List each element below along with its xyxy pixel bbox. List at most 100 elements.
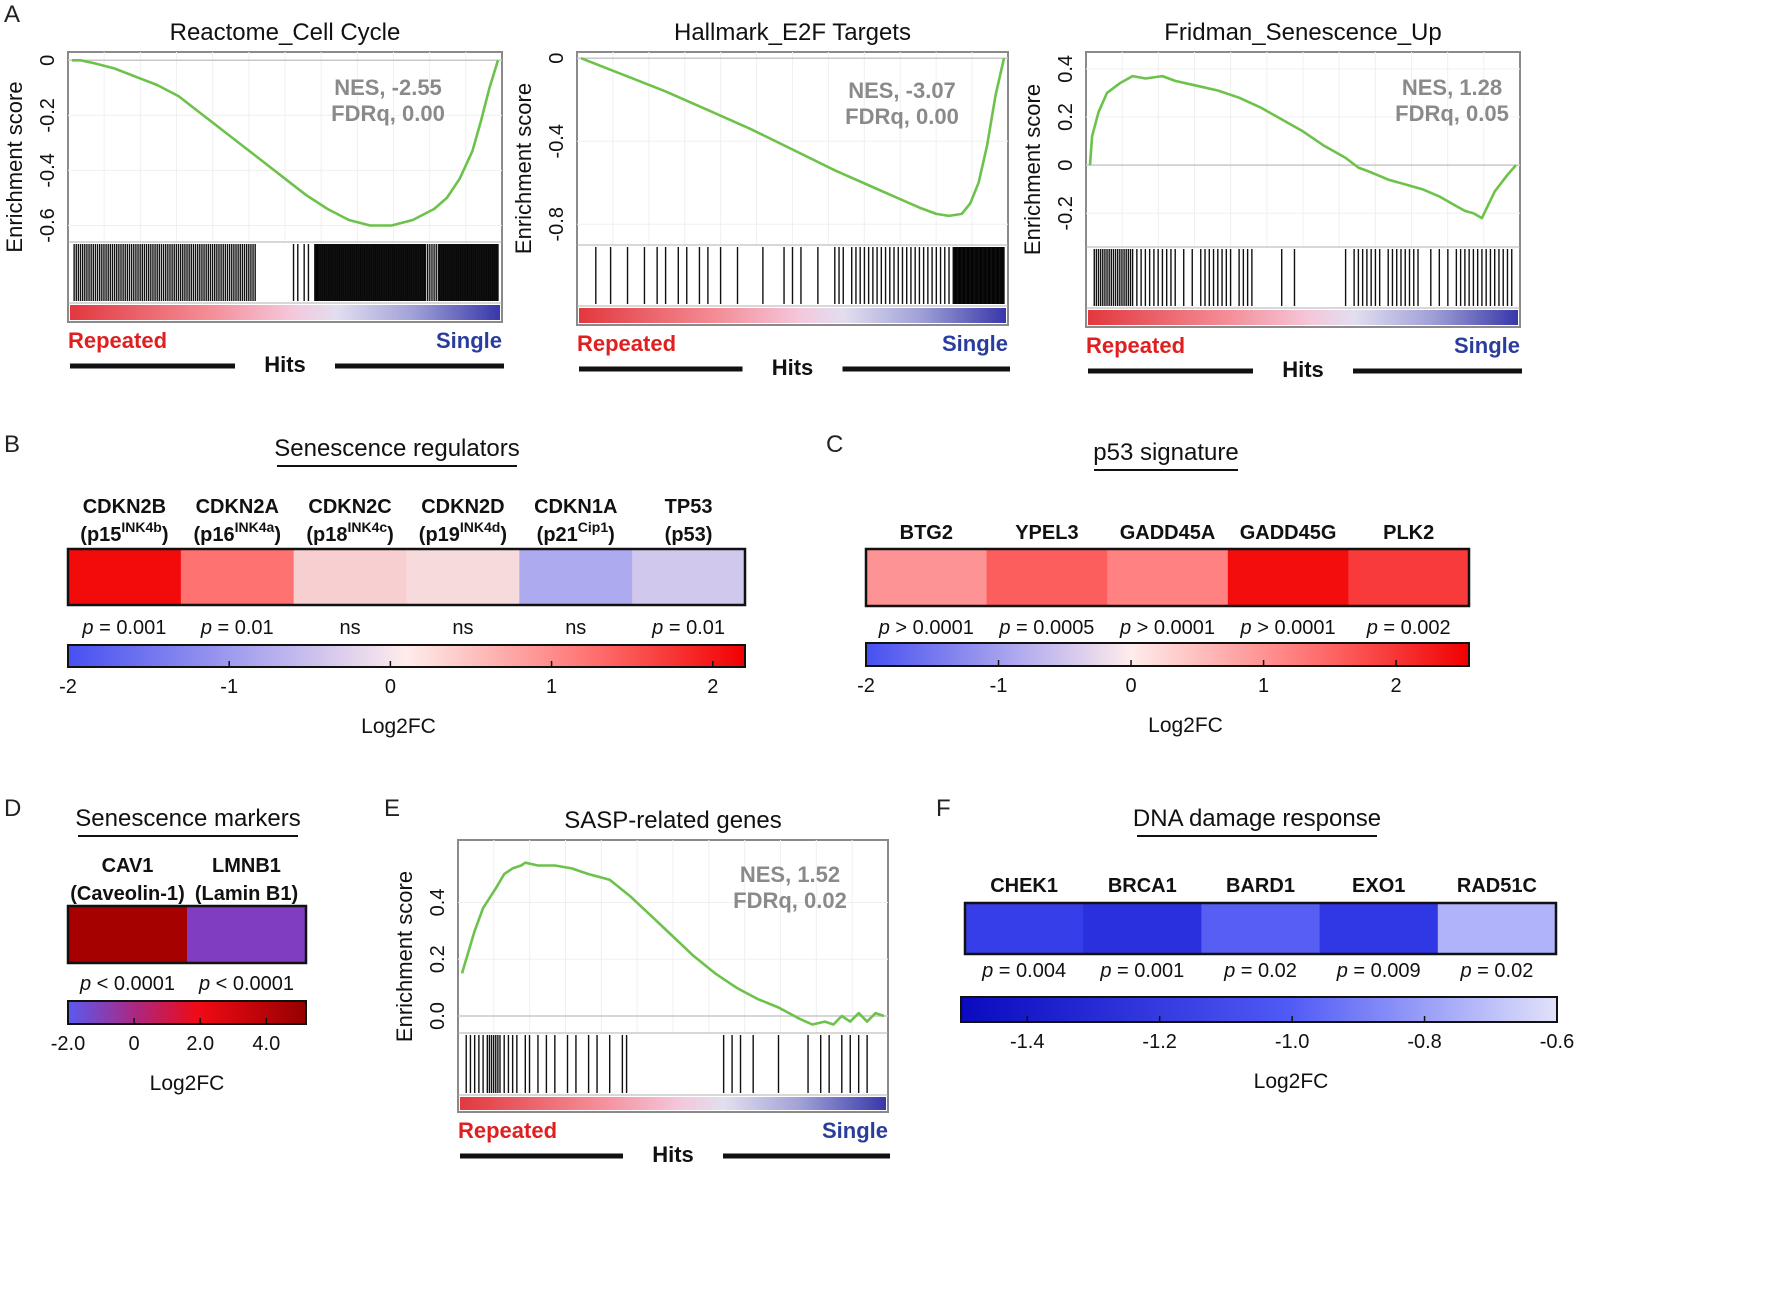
heatmap-cell	[1227, 549, 1349, 606]
p-value-label: p = 0.0005	[998, 617, 1094, 639]
p-symbol: p	[981, 960, 993, 982]
gene-alias: (p21Cip1)	[537, 519, 615, 546]
alias-close: )	[274, 524, 281, 546]
gene-label: CDKN2D	[421, 496, 504, 518]
enrichment-curve	[580, 56, 1006, 218]
alias-superscript: INK4c	[347, 519, 387, 535]
heatmap-title: p53 signature	[1093, 439, 1238, 466]
p-symbol: p	[1366, 617, 1378, 639]
gene-alias: (p16INK4a)	[194, 519, 281, 546]
p-value-label: p < 0.0001	[79, 973, 175, 995]
p-value-text: = 0.004	[993, 960, 1066, 982]
y-axis-label: Enrichment score	[392, 871, 417, 1042]
p-value-text: < 0.0001	[210, 973, 294, 995]
p-symbol: p	[79, 973, 91, 995]
heatmap-cell	[1319, 903, 1439, 954]
colorbar-label: Log2FC	[1148, 714, 1223, 737]
p-symbol: p	[1240, 617, 1252, 639]
p-value-text: ns	[452, 617, 473, 639]
colorbar-tick-label: -1.2	[1142, 1031, 1176, 1053]
gene-label: CDKN1A	[534, 496, 617, 518]
repeated-label: Repeated	[68, 328, 167, 353]
enrichment-curve	[72, 59, 500, 227]
alias-text: (p18	[306, 524, 347, 546]
colorbar-tick-label: 2	[1391, 675, 1402, 697]
p-value-label: p = 0.02	[1223, 960, 1297, 982]
alias-text: (p19	[419, 524, 460, 546]
heatmap-cell	[180, 549, 295, 605]
repeated-label: Repeated	[458, 1118, 557, 1143]
panel-letter-f: F	[936, 795, 951, 822]
ranked-list-bar	[1088, 310, 1518, 325]
gene-label: GADD45A	[1120, 522, 1216, 544]
hit-marks	[73, 244, 499, 301]
chart-gsea-fridman: Fridman_Senescence_Up 0.4 0.2 0 -0.2 Enrichme…	[1020, 19, 1522, 382]
p-value-text: < 0.0001	[91, 973, 175, 995]
panel-letter-c: C	[826, 431, 843, 458]
alias-superscript: Cip1	[578, 519, 609, 535]
alias-text: (p53	[665, 524, 706, 546]
hits-label: Hits	[772, 355, 814, 380]
fdr-label: FDRq, 0.02	[733, 888, 847, 913]
heatmap-cell	[1107, 549, 1229, 606]
y-tick-label: -0.4	[37, 153, 59, 187]
alias-close: )	[706, 524, 713, 546]
y-tick-label: 0.4	[1055, 55, 1077, 83]
gene-label: YPEL3	[1015, 522, 1078, 544]
p-value-text: = 0.01	[212, 617, 274, 639]
fdr-label: FDRq, 0.05	[1395, 101, 1509, 126]
colorbar-tick-label: -0.6	[1540, 1031, 1574, 1053]
fdr-label: FDRq, 0.00	[331, 101, 445, 126]
hit-marks	[1093, 249, 1513, 306]
colorbar-tick-label: 1	[546, 676, 557, 698]
p-value-text: = 0.01	[663, 617, 725, 639]
heatmap-cell	[986, 549, 1108, 606]
heatmap-cell	[1201, 903, 1321, 954]
colorbar-tick-label: 0	[129, 1033, 140, 1055]
colorbar	[960, 996, 1558, 1023]
y-tick-label: 0.4	[427, 889, 449, 917]
p-value-label: ns	[340, 617, 361, 639]
alias-text: (p21	[537, 524, 578, 546]
y-tick-label: 0	[546, 53, 568, 64]
p-value-label: p = 0.001	[1099, 960, 1184, 982]
alias-superscript: INK4a	[235, 519, 275, 535]
alias-close: )	[292, 883, 299, 905]
p-symbol: p	[1223, 960, 1235, 982]
alias-close: )	[178, 883, 185, 905]
p-symbol: p	[81, 617, 93, 639]
nes-label: NES, 1.28	[1402, 75, 1502, 100]
chart-heatmap-senescence-markers: Senescence markers CAV1 (Caveolin-1) p < 0.…	[51, 805, 308, 1095]
colorbar-tick-label: -1	[990, 675, 1008, 697]
gene-alias: (p19INK4d)	[419, 519, 507, 546]
p-value-label: p = 0.01	[200, 617, 274, 639]
y-tick-label: 0	[37, 55, 59, 66]
gene-label: CAV1	[102, 855, 154, 877]
chart-title: Reactome_Cell Cycle	[170, 19, 401, 46]
p-value-label: p = 0.01	[651, 617, 725, 639]
colorbar-tick-label: 1	[1258, 675, 1269, 697]
heatmap-cell	[406, 549, 520, 605]
chart-gsea-reactome: Reactome_Cell Cycle 0 -0.2 -0.4 -0.6 Enrichme…	[2, 19, 504, 377]
colorbar-tick-label: 4.0	[252, 1033, 280, 1055]
p-value-label: p = 0.004	[981, 960, 1066, 982]
single-label: Single	[942, 331, 1008, 356]
p-symbol: p	[651, 617, 663, 639]
y-tick-label: -0.4	[546, 124, 568, 158]
heatmap-cell	[68, 549, 182, 605]
nes-label: NES, -2.55	[334, 75, 442, 100]
p-value-label: ns	[452, 617, 473, 639]
y-tick-label: 0.0	[427, 1002, 449, 1030]
panel-letter-a: A	[4, 1, 20, 28]
repeated-label: Repeated	[1086, 333, 1185, 358]
colorbar-tick-label: 0	[385, 676, 396, 698]
gene-label: CDKN2B	[83, 496, 166, 518]
gene-alias: (p18INK4c)	[306, 519, 393, 546]
hits-label: Hits	[1282, 357, 1324, 382]
p-value-text: = 0.02	[1472, 960, 1534, 982]
p-symbol: p	[200, 617, 212, 639]
gene-label: GADD45G	[1240, 522, 1337, 544]
fdr-label: FDRq, 0.00	[845, 104, 959, 129]
